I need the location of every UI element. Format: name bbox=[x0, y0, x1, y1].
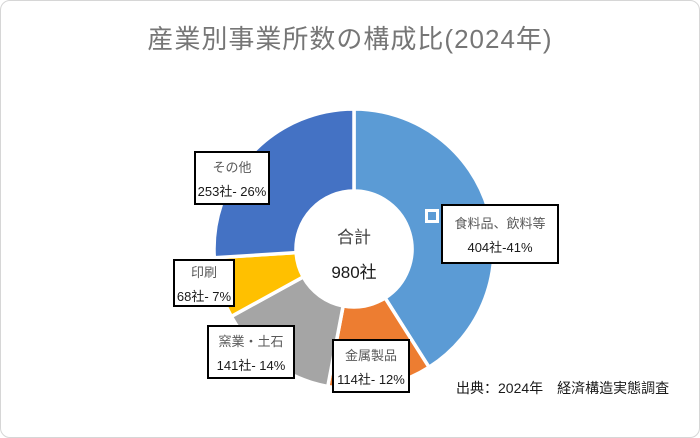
data-label-category: その他 bbox=[212, 159, 252, 175]
data-label-food-beverage[interactable]: 食料品、飲料等 404社-41% bbox=[441, 204, 559, 264]
data-label-category: 印刷 bbox=[190, 264, 217, 280]
source-note: 出典：2024年 経済構造実態調査 bbox=[456, 380, 670, 396]
data-label-others[interactable]: その他 253社- 26% bbox=[194, 151, 270, 205]
total-caption: 合計 bbox=[337, 228, 371, 247]
data-label-category: 金属製品 bbox=[344, 347, 397, 363]
data-label-ceramics-stone[interactable]: 窯業・土石 141社- 14% bbox=[207, 325, 295, 379]
data-label-category: 窯業・土石 bbox=[218, 333, 284, 349]
data-label-value: 404社-41% bbox=[467, 239, 533, 255]
selection-handle-icon[interactable] bbox=[425, 209, 439, 223]
total-value: 980社 bbox=[331, 263, 377, 282]
chart-title: 産業別事業所数の構成比(2024年) bbox=[147, 24, 553, 54]
data-label-value: 141社- 14% bbox=[216, 357, 286, 373]
donut-center-label: 合計 980社 bbox=[294, 223, 414, 283]
data-label-value: 68社- 7% bbox=[176, 288, 232, 304]
data-label-value: 114社- 12% bbox=[337, 371, 405, 387]
data-label-category: 食料品、飲料等 bbox=[454, 215, 546, 231]
data-label-printing[interactable]: 印刷 68社- 7% bbox=[173, 259, 235, 307]
data-label-metal-products[interactable]: 金属製品 114社- 12% bbox=[332, 339, 410, 393]
data-label-value: 253社- 26% bbox=[197, 183, 267, 199]
